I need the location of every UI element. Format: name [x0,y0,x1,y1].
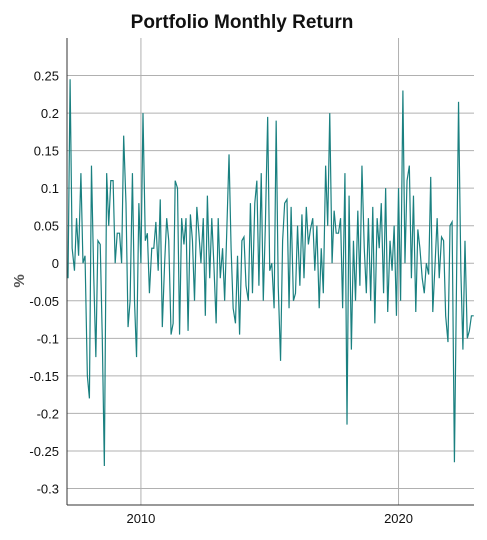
x-tick-label: 2020 [384,511,413,526]
y-tick-label: -0.3 [37,481,59,496]
y-tick-label: -0.05 [29,294,59,309]
y-tick-label: -0.15 [29,369,59,384]
y-tick-label: -0.25 [29,444,59,459]
y-tick-label: 0.2 [41,106,59,121]
y-tick-label: 0.05 [34,219,59,234]
y-tick-label: 0.1 [41,181,59,196]
y-axis-label: % [11,274,28,287]
chart-title: Portfolio Monthly Return [131,12,354,33]
y-tick-label: 0.15 [34,144,59,159]
x-tick-label: 2010 [126,511,155,526]
y-tick-label: -0.2 [37,406,59,421]
y-tick-label: -0.1 [37,331,59,346]
y-tick-label: 0 [52,256,59,271]
y-tick-label: 0.25 [34,69,59,84]
data-line [67,79,474,466]
